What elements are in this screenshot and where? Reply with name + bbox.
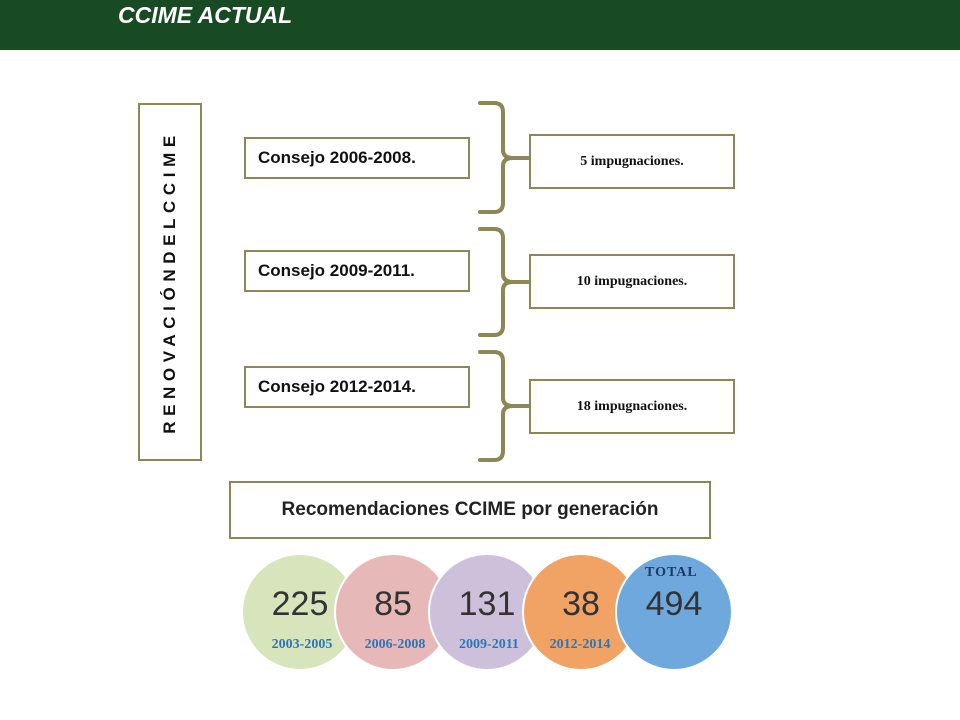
impugnaciones-box-1: 5 impugnaciones. bbox=[529, 134, 735, 189]
value-2003-2005: 225 bbox=[271, 585, 329, 623]
brace-1 bbox=[478, 101, 530, 214]
consejo-2012-2014-box: Consejo 2012-2014. bbox=[244, 366, 470, 408]
value-2012-2014: 38 bbox=[562, 585, 600, 623]
period-2012-2014: 2012-2014 bbox=[549, 637, 611, 652]
impugnaciones-box-2: 10 impugnaciones. bbox=[529, 254, 735, 309]
value-total: 494 bbox=[645, 585, 703, 623]
period-2006-2008: 2006-2008 bbox=[364, 637, 426, 652]
period-2003-2005: 2003-2005 bbox=[271, 637, 333, 652]
impugnaciones-box-3: 18 impugnaciones. bbox=[529, 379, 735, 434]
consejo-2009-2011-box: Consejo 2009-2011. bbox=[244, 250, 470, 292]
brace-2 bbox=[478, 227, 530, 337]
renovacion-label-box: RENOVACIÓNDELCCIME bbox=[138, 103, 202, 461]
circle-total bbox=[615, 553, 733, 671]
recomendaciones-title-box: Recomendaciones CCIME por generación bbox=[229, 481, 711, 539]
consejo-2006-2008-box: Consejo 2006-2008. bbox=[244, 137, 470, 179]
value-2009-2011: 131 bbox=[458, 585, 516, 623]
total-label: TOTAL bbox=[645, 565, 698, 580]
brace-3 bbox=[478, 350, 530, 462]
period-2009-2011: 2009-2011 bbox=[459, 637, 519, 652]
header-bar: CCIME ACTUAL bbox=[0, 0, 960, 50]
value-2006-2008: 85 bbox=[374, 585, 412, 623]
page-title: CCIME ACTUAL bbox=[118, 2, 293, 28]
